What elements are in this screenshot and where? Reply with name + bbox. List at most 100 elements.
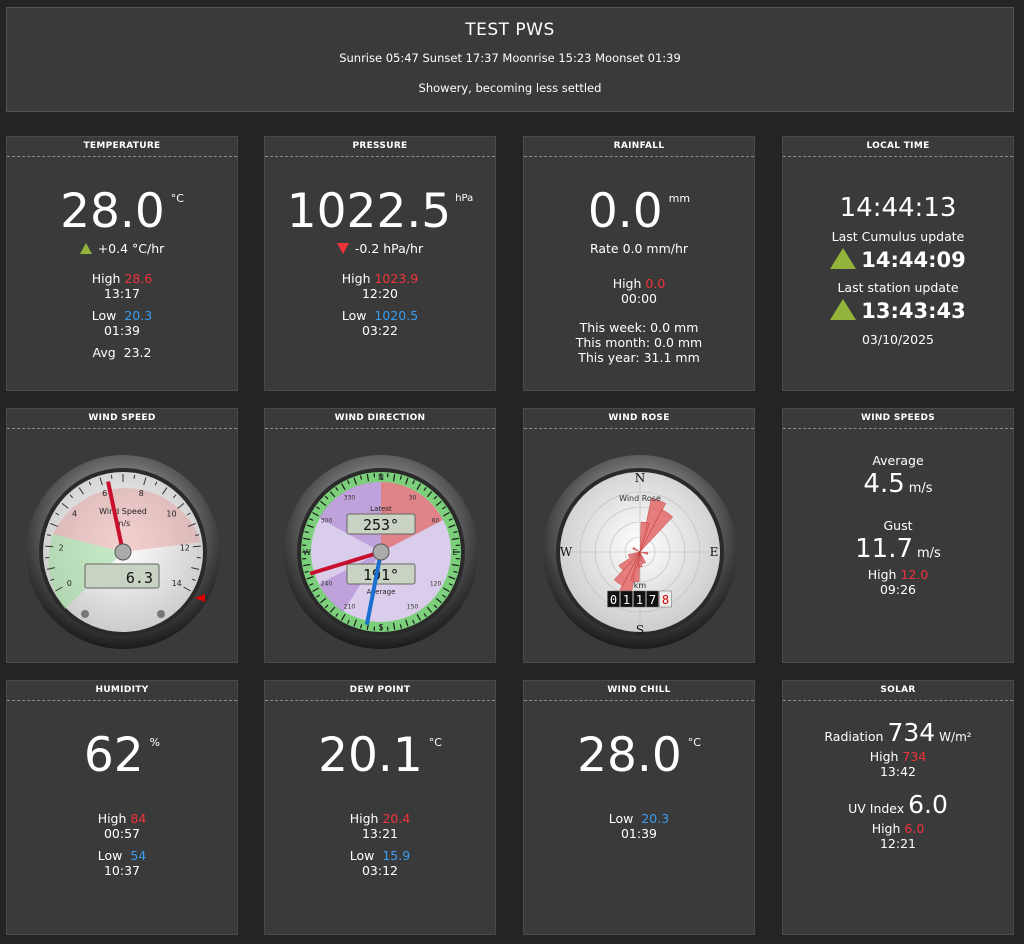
tick-mark (324, 495, 329, 500)
tick-mark (353, 619, 357, 627)
dew-point-panel: DEW POINT 20.1 °C High 20.4 13:21 Low 15.… (264, 680, 496, 935)
latest-label: Latest (370, 505, 392, 513)
tick-mark (46, 534, 51, 537)
tick-mark (320, 597, 327, 604)
max-marker-icon (195, 594, 205, 602)
pressure-high: 1023.9 (374, 271, 419, 286)
tick-label: 2 (59, 543, 64, 552)
wind-speed-gauge: Wind Speed m/s 0 2 4 6 8 10 12 14 6.3 (26, 455, 220, 649)
tick-mark (347, 480, 350, 485)
tick-mark (143, 477, 147, 486)
tick-mark (306, 576, 314, 580)
wind-speed-panel: WIND SPEED Wind Speed m/s 0 2 4 6 8 10 12 14 6.… (6, 408, 238, 663)
radiation-unit: W/m² (939, 730, 972, 744)
pressure-panel: PRESSURE 1022.5 hPa -0.2 hPa/hr High 1023… (264, 136, 496, 391)
tick-mark (340, 614, 346, 621)
temperature-high-time: 13:17 (103, 286, 141, 301)
average-needle-icon (364, 551, 383, 626)
tick-mark (433, 604, 438, 609)
temperature-panel: TEMPERATURE 28.0 °C +0.4 °C/hr High 28.6 … (6, 136, 238, 391)
wind-direction-panel: WIND DIRECTION N E S W 30 60 120 150 210 240 3… (264, 408, 496, 663)
low-label: Low (97, 848, 123, 863)
odometer-digit-box (659, 590, 672, 608)
tick-mark (315, 594, 320, 598)
tick-mark (99, 477, 103, 486)
panel-title: DEW POINT (265, 681, 495, 701)
local-time: 14:44:13 (839, 193, 957, 223)
gust-high-time: 09:26 (879, 582, 917, 597)
cardinal-e: E (452, 548, 457, 557)
low-label: Low (341, 308, 367, 323)
tick-mark (55, 586, 63, 592)
cumulus-update-time: 14:44:09 (861, 248, 966, 272)
panel-title: WIND SPEEDS (783, 409, 1013, 429)
station-update-time: 13:43:43 (861, 299, 966, 323)
radiation-high-time: 13:42 (879, 764, 917, 779)
average-unit: m/s (908, 481, 933, 496)
tick-mark (435, 500, 442, 507)
tick-mark (177, 502, 185, 509)
temperature-high: 28.6 (124, 271, 153, 286)
dew-point-high: 20.4 (382, 811, 411, 826)
degree-label: 60 (432, 518, 440, 525)
tick-mark (45, 545, 54, 548)
tick-mark (353, 477, 357, 485)
tick-mark (50, 578, 55, 581)
odometer-unit: km (634, 581, 647, 590)
rose-petal (627, 551, 641, 558)
astronomy-times: Sunrise 05:47 Sunset 17:37 Moonrise 15:2… (339, 51, 681, 65)
odometer-digit: 8 (662, 593, 669, 607)
tick-mark (315, 506, 320, 510)
avg-label: Avg (92, 345, 116, 360)
dew-point-unit: °C (428, 736, 442, 749)
rainfall-high-time: 00:00 (620, 291, 658, 306)
wind-speeds-panel: WIND SPEEDS Average 4.5 m/s Gust 11.7 m/… (782, 408, 1014, 663)
gust-unit: m/s (917, 546, 941, 561)
wind-chill-low-time: 01:39 (620, 826, 658, 841)
rose-petal (630, 551, 641, 583)
tick-mark (448, 576, 456, 580)
humidity-low-time: 10:37 (103, 863, 141, 878)
tick-mark (69, 494, 74, 499)
rainfall-high: 0.0 (645, 276, 666, 291)
cardinal-s: S (378, 623, 383, 632)
tick-mark (448, 524, 456, 528)
wind-rose-label: Wind Rose (619, 494, 661, 503)
tick-mark (303, 537, 311, 541)
tick-mark (191, 567, 200, 570)
header-banner: TEST PWS Sunrise 05:47 Sunset 17:37 Moon… (6, 7, 1014, 112)
degree-label: 300 (321, 518, 333, 525)
tick-mark (448, 518, 453, 521)
dew-point-high-time: 13:21 (361, 826, 399, 841)
tick-mark (443, 511, 450, 517)
high-label: High (349, 811, 379, 826)
high-label: High (91, 271, 121, 286)
low-label: Low (91, 308, 117, 323)
rose-petal (632, 546, 641, 553)
tick-mark (448, 583, 453, 586)
tick-mark (399, 624, 403, 629)
wind-chill-panel: WIND CHILL 28.0 °C Low 20.3 01:39 (523, 680, 755, 935)
odometer-digit: 7 (649, 593, 656, 607)
tick-mark (442, 594, 447, 598)
tick-mark (324, 604, 329, 609)
degree-label: 210 (344, 604, 356, 611)
tick-mark (329, 491, 336, 498)
high-label: High (867, 567, 897, 582)
degree-label: 240 (321, 581, 333, 588)
trend-down-icon (336, 243, 349, 254)
tick-mark (392, 474, 396, 482)
tick-mark (399, 475, 403, 480)
tick-mark (453, 570, 458, 574)
tick-mark (405, 619, 409, 627)
rainfall-week: This week: 0.0 mm (579, 320, 699, 335)
tick-mark (416, 483, 422, 490)
tick-mark (426, 491, 433, 498)
panel-title: WIND ROSE (524, 409, 754, 429)
pressure-low-time: 03:22 (361, 323, 399, 338)
tick-mark (304, 570, 309, 574)
tick-mark (442, 506, 447, 510)
odometer-digit: 1 (623, 593, 630, 607)
gust-label: Gust (883, 518, 913, 533)
